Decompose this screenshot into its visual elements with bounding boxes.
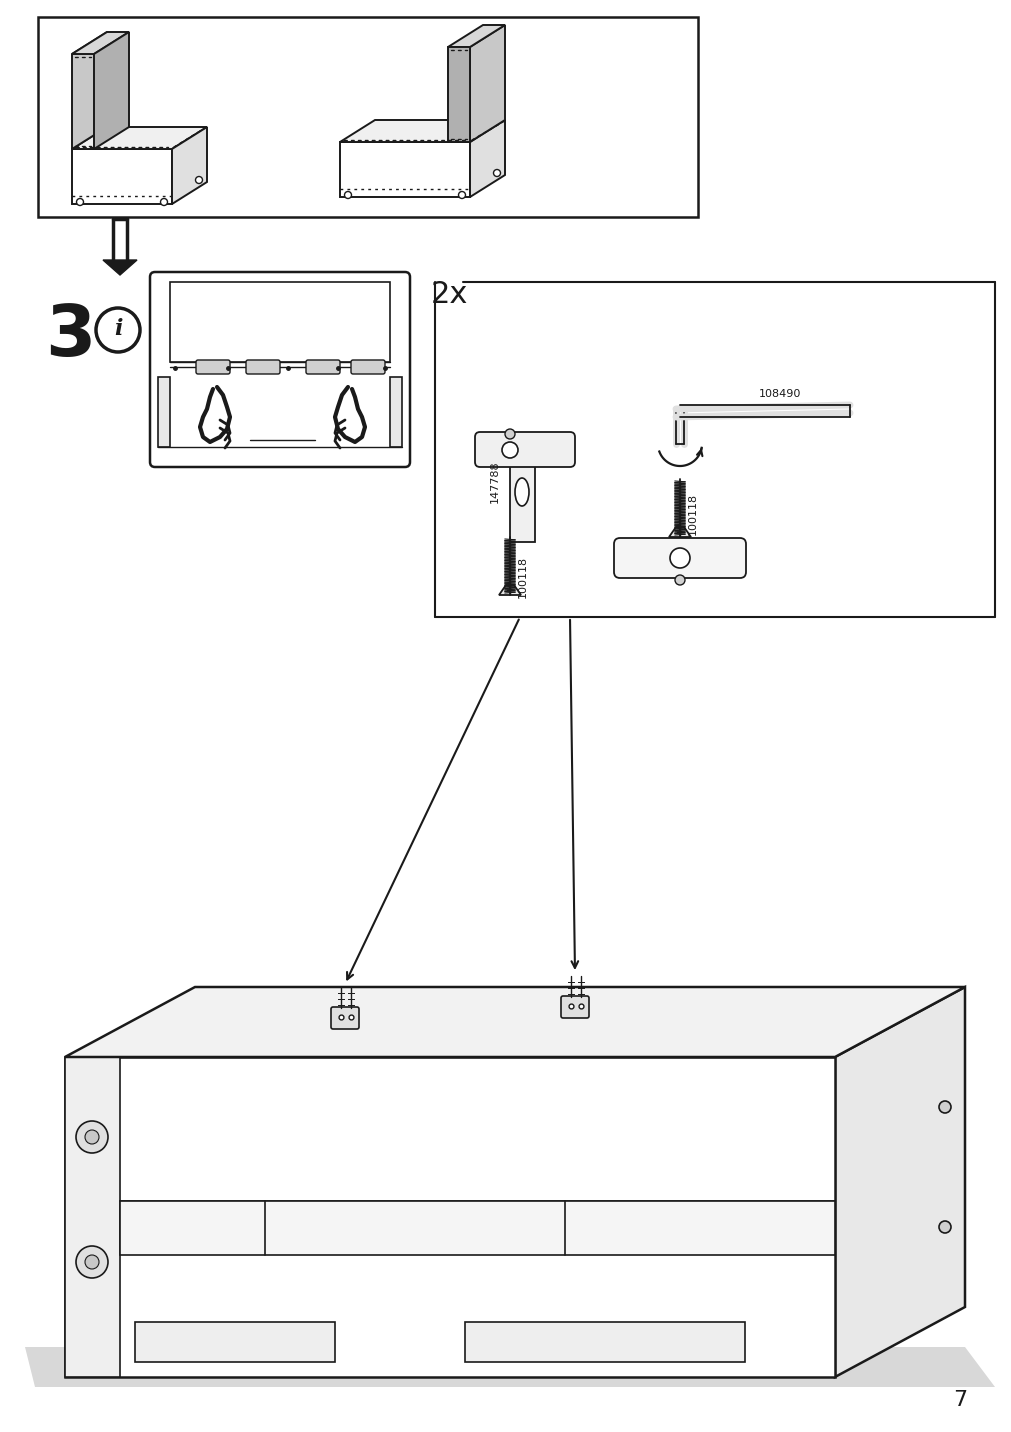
Circle shape — [76, 1246, 108, 1277]
Circle shape — [493, 169, 500, 176]
Circle shape — [77, 199, 84, 206]
Text: i: i — [113, 318, 122, 339]
FancyBboxPatch shape — [305, 359, 340, 374]
Bar — [134, 1322, 335, 1362]
Bar — [38, 17, 698, 218]
Circle shape — [504, 430, 515, 440]
Text: 7: 7 — [952, 1390, 967, 1411]
Polygon shape — [448, 47, 469, 142]
Bar — [120, 1201, 834, 1256]
Polygon shape — [172, 127, 207, 203]
Polygon shape — [340, 142, 469, 198]
FancyBboxPatch shape — [614, 538, 745, 579]
FancyBboxPatch shape — [246, 359, 280, 374]
Polygon shape — [94, 32, 128, 149]
Polygon shape — [25, 1348, 994, 1388]
Circle shape — [344, 192, 351, 199]
Text: 100118: 100118 — [687, 493, 698, 536]
Circle shape — [669, 548, 690, 569]
Polygon shape — [498, 586, 521, 596]
Polygon shape — [72, 149, 172, 203]
Text: 100118: 100118 — [518, 556, 528, 599]
Circle shape — [674, 576, 684, 586]
Circle shape — [938, 1221, 950, 1233]
FancyBboxPatch shape — [560, 997, 588, 1018]
Text: 3: 3 — [44, 302, 95, 371]
Circle shape — [938, 1101, 950, 1113]
Bar — [389, 377, 401, 447]
Bar — [65, 1057, 834, 1378]
Polygon shape — [469, 120, 504, 198]
Bar — [65, 1057, 120, 1378]
Ellipse shape — [515, 478, 529, 505]
Circle shape — [85, 1130, 99, 1144]
FancyBboxPatch shape — [196, 359, 229, 374]
Circle shape — [195, 176, 202, 183]
Polygon shape — [469, 24, 504, 142]
Text: 147788: 147788 — [489, 461, 499, 503]
Circle shape — [501, 442, 518, 458]
Circle shape — [458, 192, 465, 199]
Bar — [158, 377, 170, 447]
Polygon shape — [72, 127, 207, 149]
Polygon shape — [448, 24, 504, 47]
FancyBboxPatch shape — [331, 1007, 359, 1030]
Polygon shape — [72, 32, 107, 149]
Circle shape — [161, 199, 168, 206]
Polygon shape — [340, 120, 504, 142]
Polygon shape — [668, 527, 691, 537]
Polygon shape — [72, 32, 128, 54]
FancyBboxPatch shape — [474, 432, 574, 467]
Bar — [170, 282, 389, 362]
Text: 108490: 108490 — [758, 390, 801, 400]
Polygon shape — [510, 442, 535, 541]
FancyBboxPatch shape — [351, 359, 384, 374]
Text: 2x: 2x — [431, 281, 468, 309]
Circle shape — [76, 1121, 108, 1153]
Circle shape — [85, 1254, 99, 1269]
Polygon shape — [834, 987, 964, 1378]
Bar — [464, 1322, 744, 1362]
Polygon shape — [103, 261, 136, 275]
FancyBboxPatch shape — [150, 272, 409, 467]
Polygon shape — [65, 987, 964, 1057]
